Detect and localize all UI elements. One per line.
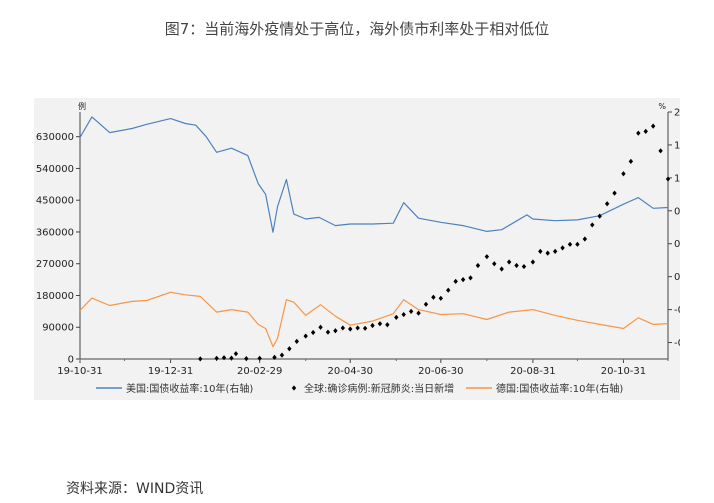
series-1-point-27 — [423, 301, 429, 307]
series-1-point-54 — [628, 158, 634, 164]
series-1-point-11 — [303, 333, 308, 339]
series-1-point-31 — [453, 278, 458, 284]
legend-label-1: 全球:确诊病例:新冠肺炎:当日新增 — [304, 382, 454, 395]
left-tick-label-3: 270000 — [36, 259, 74, 270]
series-1-point-16 — [340, 325, 346, 331]
x-tick-label-6: 20-10-31 — [601, 366, 646, 377]
series-2-line — [79, 291, 669, 348]
series-1-point-53 — [621, 171, 626, 177]
series-1-point-15 — [333, 328, 338, 334]
series-1-point-0 — [198, 356, 203, 362]
series-1-point-43 — [545, 250, 550, 256]
series-0-line — [79, 116, 669, 233]
series-1-point-40 — [521, 263, 527, 270]
series-1-point-57 — [650, 123, 656, 129]
series-1-point-28 — [431, 294, 436, 300]
left-axis-unit: 例 — [78, 101, 86, 111]
x-tick-label-1: 19-12-31 — [148, 366, 193, 377]
chart-svg: 例 % 0 90000 180000 270000 360000 450000 540000 63… — [36, 101, 680, 395]
series-1-point-55 — [636, 130, 641, 136]
legend-label-0: 美国:国债收益率:10年(右轴) — [126, 382, 253, 395]
series-1-point-37 — [499, 266, 504, 272]
series-1-point-7 — [272, 354, 277, 361]
right-tick-label-3: 0.4 — [674, 239, 680, 250]
left-tick-label-0: 0 — [68, 355, 74, 366]
series-1-point-42 — [538, 248, 543, 254]
legend-label-2: 德国:国债收益率:10年(右轴) — [496, 382, 623, 395]
series-1-point-22 — [385, 322, 390, 328]
x-tick-label-0: 19-10-31 — [57, 366, 102, 377]
series-1-point-36 — [492, 261, 497, 267]
series-1-point-25 — [408, 308, 414, 314]
series-1-point-17 — [348, 326, 353, 332]
series-1-point-29 — [438, 295, 444, 301]
right-tick-label-4: 0.8 — [674, 206, 680, 217]
left-tick-label-1: 90000 — [42, 323, 74, 334]
series-1-point-13 — [318, 324, 323, 330]
series-1-point-30 — [446, 287, 451, 293]
x-tick-label-3: 20-04-30 — [328, 366, 373, 377]
x-tick-label-4: 20-06-30 — [418, 366, 463, 377]
series-1-point-21 — [377, 321, 383, 327]
series-1-point-33 — [468, 275, 473, 281]
series-1-point-9 — [287, 346, 292, 352]
series-1-point-32 — [460, 277, 466, 283]
series-1-point-12 — [310, 329, 316, 336]
series-1-point-20 — [370, 322, 375, 329]
series-1-point-47 — [575, 241, 580, 247]
left-tick-label-5: 450000 — [36, 196, 74, 207]
x-tick-label-2: 20-02-29 — [237, 366, 282, 377]
series-1-point-52 — [612, 190, 617, 196]
left-tick-label-6: 540000 — [36, 164, 74, 175]
series-1-point-50 — [597, 213, 602, 219]
series-1-point-18 — [355, 325, 360, 331]
series-1-point-58 — [658, 148, 663, 154]
series-1-point-56 — [643, 128, 648, 135]
series-1-point-59 — [665, 176, 671, 182]
series-1-point-49 — [590, 222, 595, 228]
series-1-point-23 — [394, 314, 399, 320]
series-1-point-4 — [233, 351, 239, 357]
right-tick-label-2: 0.0 — [674, 272, 680, 283]
chart-panel: 例% 0 90000 180000 270000 360000 450000 540000 63… — [34, 98, 680, 400]
series-1-point-38 — [506, 259, 512, 265]
series-1-point-39 — [514, 262, 519, 269]
series-1-point-14 — [325, 329, 331, 335]
x-tick-label-5: 20-08-31 — [510, 366, 555, 377]
series-1-point-19 — [362, 325, 368, 331]
series-1-point-46 — [567, 241, 573, 247]
right-tick-label-7: 2.0 — [674, 108, 680, 119]
series-1-point-51 — [604, 201, 610, 207]
series-1-point-45 — [560, 245, 565, 251]
series-1-point-1 — [214, 355, 219, 361]
series-1-point-6 — [257, 355, 262, 361]
series-1-point-35 — [484, 254, 490, 260]
right-axis-unit: % — [658, 102, 666, 111]
left-tick-label-4: 360000 — [36, 227, 74, 238]
series-1-point-3 — [229, 355, 234, 361]
source-note: 资料来源：WIND资讯 — [66, 481, 204, 497]
left-tick-label-2: 180000 — [36, 291, 74, 302]
series-1-point-10 — [294, 338, 299, 344]
chart-title: 图7：当前海外疫情处于高位，海外债市利率处于相对低位 — [164, 20, 550, 38]
series-1-point-5 — [244, 356, 249, 362]
legend-swatch-1 — [291, 385, 297, 391]
series-1-point-8 — [279, 352, 285, 358]
series-1-point-26 — [416, 310, 421, 316]
right-tick-label-6: 1.6 — [674, 140, 680, 151]
series-1-point-2 — [221, 355, 227, 361]
series-1-point-48 — [582, 236, 588, 242]
series-1-point-41 — [530, 259, 536, 265]
right-tick-label-0: -0.8 — [674, 338, 680, 349]
right-tick-label-1: -0.4 — [674, 305, 680, 316]
series-1-point-24 — [401, 311, 406, 318]
left-tick-label-7: 630000 — [36, 132, 74, 143]
series-1-point-44 — [552, 248, 558, 254]
series-1-point-34 — [475, 262, 481, 269]
right-tick-label-5: 1.2 — [674, 173, 680, 184]
